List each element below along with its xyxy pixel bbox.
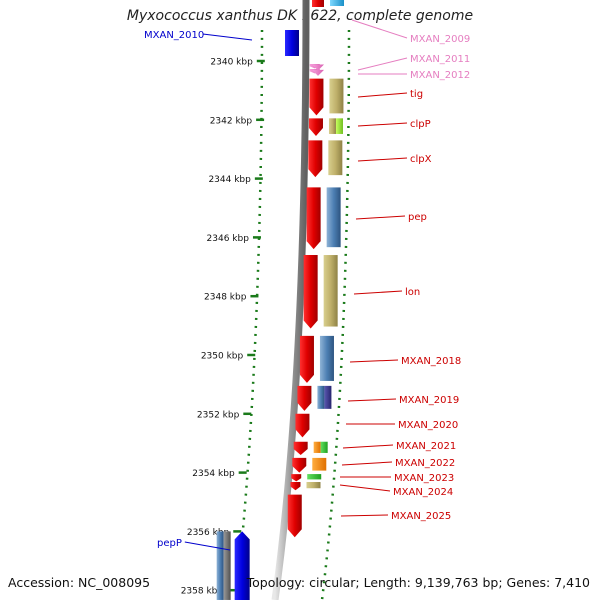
gene-leader-line [357, 57, 408, 71]
gene-label[interactable]: MXAN_2012 [410, 70, 470, 81]
gene-arrow [234, 531, 250, 600]
gene-annotation-strip [216, 531, 224, 600]
gene-annotation-strip [313, 441, 321, 453]
gene-leader-line [349, 359, 399, 363]
scale-tick-label: 2346 kbp [207, 234, 250, 244]
ruler-right [320, 29, 351, 600]
gene-label[interactable]: MXAN_2024 [393, 487, 453, 498]
gene-label[interactable]: MXAN_2009 [410, 34, 470, 45]
gene-arrow [295, 413, 310, 438]
scale-tick-label: 2342 kbp [210, 116, 253, 126]
gene-annotation-strip [328, 118, 336, 134]
gene-annotation-strip [335, 118, 343, 134]
gene-leader-line [355, 215, 406, 220]
gene-leader-line [357, 122, 408, 127]
gene-arrow [293, 441, 308, 455]
gene-block-top [312, 0, 324, 7]
gene-arrow [290, 482, 301, 491]
gene-label[interactable]: pep [408, 212, 427, 223]
gene-label[interactable]: pepP [157, 538, 182, 549]
gene-label[interactable]: MXAN_2020 [398, 420, 458, 431]
gene-leader-line [340, 514, 389, 517]
gene-block-top-2 [330, 0, 344, 6]
scale-tick-label: 2348 kbp [204, 293, 247, 303]
scale-tick-label: 2352 kbp [197, 410, 240, 420]
gene-arrow [297, 385, 312, 411]
gene-annotation-strip [317, 385, 325, 409]
gene-arrow [306, 187, 321, 250]
map-title: Myxococcus xanthus DK 1622, complete gen… [126, 8, 474, 24]
gene-annotation-strip [323, 255, 338, 327]
gene-arrow [299, 335, 314, 383]
gene-annotation-strip [328, 140, 343, 176]
gene-label[interactable]: clpP [410, 119, 431, 130]
gene-label[interactable]: MXAN_2018 [401, 356, 461, 367]
gene-arrow [312, 64, 324, 71]
scale-tick-label: 2350 kbp [201, 352, 244, 362]
gene-label[interactable]: MXAN_2023 [394, 473, 454, 484]
gene-label[interactable]: clpX [410, 154, 432, 165]
gene-label[interactable]: MXAN_2011 [410, 54, 470, 65]
gene-annotation-strip [306, 482, 321, 489]
summary-text: Topology: circular; Length: 9,139,763 bp… [246, 575, 590, 590]
scale-tick-label: 2354 kbp [192, 469, 235, 479]
gene-label[interactable]: MXAN_2022 [395, 458, 455, 469]
gene-annotation-strip [320, 441, 328, 453]
gene-arrow [308, 140, 323, 178]
gene-leader-line [339, 484, 391, 492]
gene-annotation-strip [319, 335, 334, 381]
gene-leader-line [353, 290, 403, 295]
accession-text: Accession: NC_008095 [8, 575, 151, 590]
gene-arrow [312, 69, 324, 76]
gene-annotation-strip [307, 474, 322, 480]
ruler-left [234, 29, 264, 600]
scale-tick-label: 2358 kbp [181, 587, 224, 597]
gene-label[interactable]: lon [405, 287, 420, 298]
gene-leader-line [357, 157, 408, 162]
gene-leader-line [341, 461, 393, 466]
gene-arrow [287, 494, 302, 538]
gene-annotation-strip [223, 531, 231, 600]
gene-arrow [292, 457, 307, 473]
gene-arrow [303, 255, 318, 329]
scale-tick-label: 2356 kbp [187, 528, 230, 538]
gene-annotation-strip [326, 187, 341, 248]
gene-arrow [309, 78, 324, 116]
gene-leader-line [342, 444, 394, 449]
gene-leader-line [184, 541, 231, 551]
gene-block-mxan2010 [285, 30, 299, 56]
gene-arrow [308, 118, 323, 136]
gene-leader-line [357, 92, 408, 98]
gene-leader-line [202, 33, 253, 41]
genome-backbone [271, 0, 310, 600]
scale-tick-label: 2340 kbp [210, 58, 253, 68]
gene-label[interactable]: MXAN_2019 [399, 395, 459, 406]
gene-label[interactable]: MXAN_2021 [396, 441, 456, 452]
gene-annotation-strip [324, 385, 332, 409]
gene-arrow [291, 474, 302, 482]
gene-leader-line [351, 19, 408, 39]
gene-label[interactable]: MXAN_2010 [144, 30, 204, 41]
scale-tick-label: 2344 kbp [208, 175, 251, 185]
gene-label[interactable]: MXAN_2025 [391, 511, 451, 522]
gene-annotation-strip [329, 78, 344, 114]
gene-label[interactable]: tig [410, 89, 423, 100]
gene-leader-line [347, 398, 397, 402]
gene-annotation-strip [312, 457, 327, 471]
